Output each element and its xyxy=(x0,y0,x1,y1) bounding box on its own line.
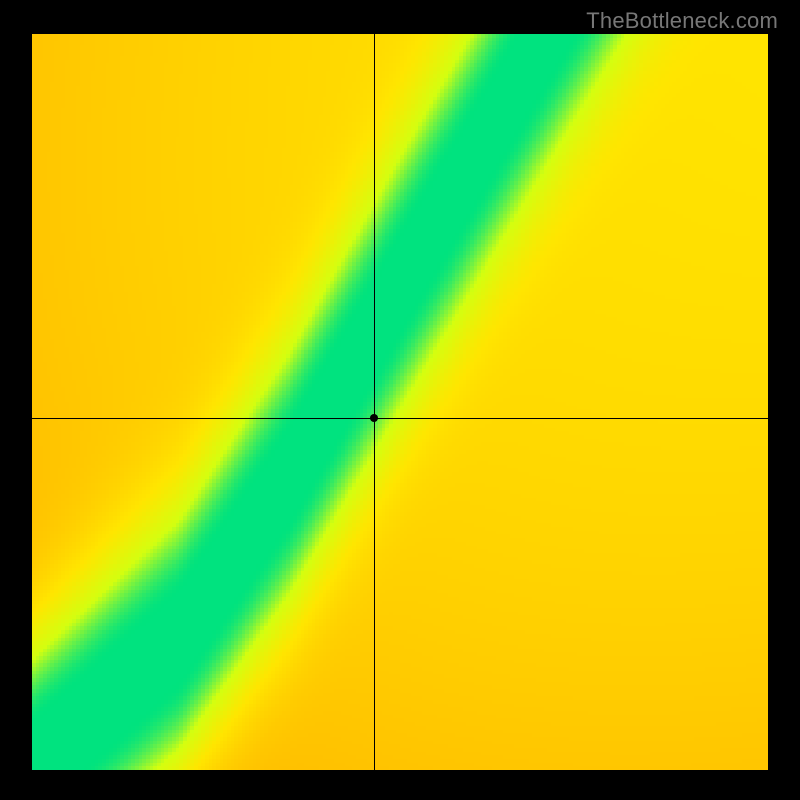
watermark-text: TheBottleneck.com xyxy=(586,8,778,34)
chart-container: TheBottleneck.com xyxy=(0,0,800,800)
crosshair-vertical xyxy=(374,34,375,770)
heatmap-canvas xyxy=(32,34,768,770)
crosshair-horizontal xyxy=(32,418,768,419)
plot-area xyxy=(32,34,768,770)
chart-marker-point xyxy=(370,414,378,422)
